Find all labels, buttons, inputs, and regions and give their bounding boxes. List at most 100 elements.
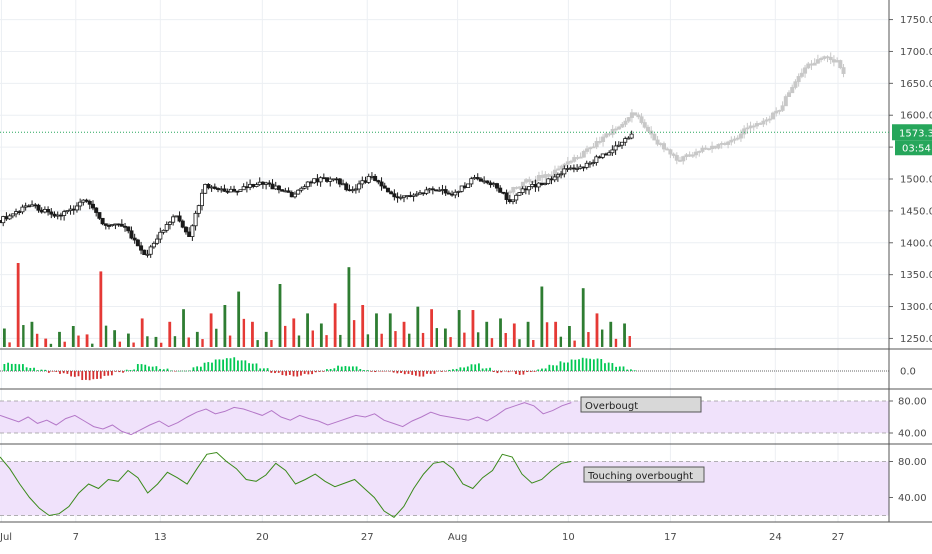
price-candle: [334, 178, 339, 181]
price-candle: [401, 195, 406, 198]
price-candle: [353, 188, 358, 191]
price-candle: [4, 216, 9, 220]
osc-bar: [329, 368, 332, 371]
volume-bar: [154, 336, 158, 347]
ghost-candle: [665, 148, 670, 151]
oscillator-panel: [0, 357, 889, 381]
osc-bar: [248, 363, 250, 371]
price-candle: [478, 178, 483, 182]
ghost-candle: [639, 116, 644, 123]
stoch-line: [0, 451, 572, 518]
ghost-candle: [783, 96, 788, 107]
ghost-candle: [678, 159, 683, 162]
ghost-candle: [617, 126, 622, 130]
time-tick-label: Aug: [448, 532, 468, 543]
osc-bar: [351, 366, 354, 371]
price-candle: [132, 237, 137, 241]
ghost-candle: [809, 63, 814, 66]
osc-bar: [300, 371, 302, 376]
price-candle: [424, 189, 429, 194]
volume-bar: [35, 333, 39, 347]
osc-bar: [188, 370, 191, 372]
volume-bar: [182, 309, 185, 347]
osc-bar: [492, 371, 495, 373]
osc-bar: [414, 371, 417, 376]
time-tick-label: 7: [73, 532, 79, 543]
volume-bar: [532, 340, 535, 347]
volume-bar: [270, 340, 273, 347]
volume-bar: [559, 336, 563, 347]
price-candle: [305, 181, 310, 188]
price-candle: [462, 185, 467, 188]
price-candle: [33, 204, 38, 207]
volume-bar: [22, 325, 25, 347]
osc-bar: [366, 370, 369, 371]
osc-bar: [196, 366, 199, 371]
price-tick-label: 1400.0: [900, 238, 932, 249]
rsi-line: [0, 402, 572, 436]
price-candle: [151, 242, 156, 248]
osc-bar: [592, 359, 595, 371]
price-candle: [52, 213, 57, 217]
ghost-candle: [588, 147, 593, 150]
osc-bar: [507, 371, 510, 373]
price-candle: [103, 223, 108, 226]
ghost-candle: [690, 154, 695, 157]
ghost-candle: [828, 56, 833, 61]
osc-bar: [566, 362, 569, 371]
ghost-candle: [751, 125, 756, 128]
price-candle: [517, 192, 522, 196]
ghost-candle: [706, 148, 711, 151]
price-candle: [280, 189, 285, 192]
stoch-annotation-box[interactable]: [583, 466, 705, 483]
osc-bar: [251, 363, 254, 371]
price-candle: [597, 156, 602, 159]
osc-bar: [292, 371, 295, 377]
volume-bar: [595, 313, 599, 347]
osc-bar: [411, 371, 414, 375]
osc-bar: [392, 371, 395, 373]
osc-bar: [14, 363, 17, 371]
price-candle: [30, 204, 35, 207]
price-tick-label: 1750.0: [900, 15, 932, 26]
volume-bar: [264, 331, 268, 347]
ghost-candle: [796, 76, 801, 83]
osc-bar: [496, 371, 499, 374]
ghost-candle: [722, 143, 727, 145]
price-candle: [344, 183, 349, 191]
volume-bar: [201, 339, 204, 347]
price-candle: [530, 184, 535, 187]
osc-bar: [148, 366, 150, 371]
osc-bar: [77, 371, 80, 377]
osc-bar: [218, 359, 221, 371]
volume-bar: [284, 325, 287, 347]
price-candle: [450, 193, 455, 196]
volume-bar: [623, 323, 626, 347]
osc-bar: [503, 371, 506, 372]
osc-bar: [240, 360, 243, 371]
rsi-annotation-box[interactable]: [580, 396, 702, 413]
ghost-candle: [793, 81, 798, 88]
ghost-candle: [546, 174, 551, 177]
osc-tick-label: 0.0: [900, 367, 916, 378]
osc-bar: [81, 371, 84, 381]
price-candle: [626, 137, 631, 140]
price-candle: [603, 153, 608, 156]
price-candle: [90, 203, 95, 209]
volume-bar: [127, 333, 130, 347]
ghost-candle: [594, 141, 599, 148]
osc-bar: [522, 371, 525, 375]
price-candle: [366, 175, 371, 183]
osc-bar: [433, 371, 436, 374]
volume-bar: [573, 340, 576, 347]
osc-bar: [92, 371, 95, 380]
price-candle: [292, 193, 297, 198]
ghost-candle: [767, 118, 772, 121]
osc-bar: [59, 371, 61, 374]
price-candle: [135, 239, 140, 247]
ghost-candle: [687, 154, 692, 157]
ghost-candle: [732, 138, 737, 141]
osc-bar: [526, 371, 529, 373]
osc-bar: [296, 371, 299, 377]
price-candle: [315, 178, 320, 183]
